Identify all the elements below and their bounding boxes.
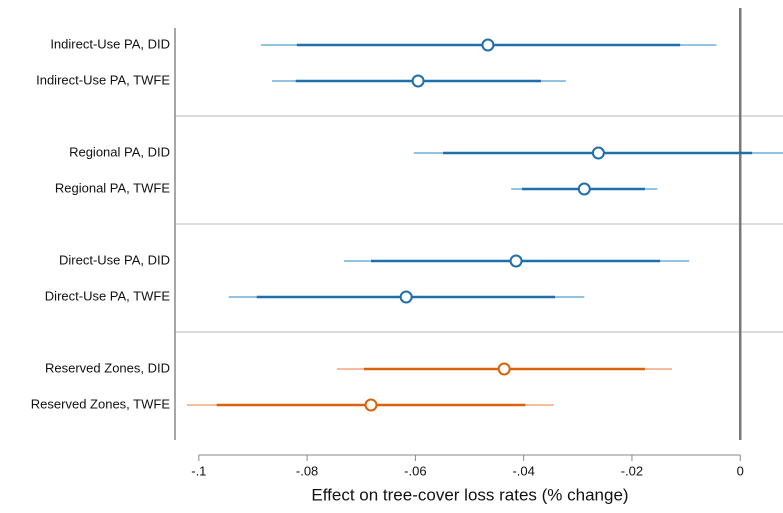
x-tick-label: -.04 [512, 463, 534, 478]
point-estimate [577, 182, 591, 196]
point-estimate [411, 74, 425, 88]
x-tick-label: -.02 [621, 463, 643, 478]
point-estimate [481, 38, 495, 52]
point-estimate [399, 290, 413, 304]
y-tick-label: Indirect-Use PA, DID [50, 36, 170, 51]
y-tick-label: Regional PA, TWFE [55, 180, 170, 195]
x-tick-label: -.06 [404, 463, 426, 478]
x-tick-label: -.08 [296, 463, 318, 478]
y-tick-label: Direct-Use PA, DID [59, 252, 170, 267]
y-tick-label: Direct-Use PA, TWFE [45, 288, 171, 303]
x-axis-title: Effect on tree-cover loss rates (% chang… [311, 485, 628, 504]
y-tick-label: Regional PA, DID [69, 144, 170, 159]
y-tick-label: Indirect-Use PA, TWFE [36, 72, 170, 87]
x-tick-label: 0 [737, 463, 744, 478]
point-estimate [591, 146, 605, 160]
point-estimate [497, 362, 511, 376]
y-tick-label: Reserved Zones, DID [45, 360, 170, 375]
point-estimate [509, 254, 523, 268]
y-tick-label: Reserved Zones, TWFE [31, 396, 171, 411]
point-estimate [364, 398, 378, 412]
x-tick-label: -.1 [191, 463, 206, 478]
